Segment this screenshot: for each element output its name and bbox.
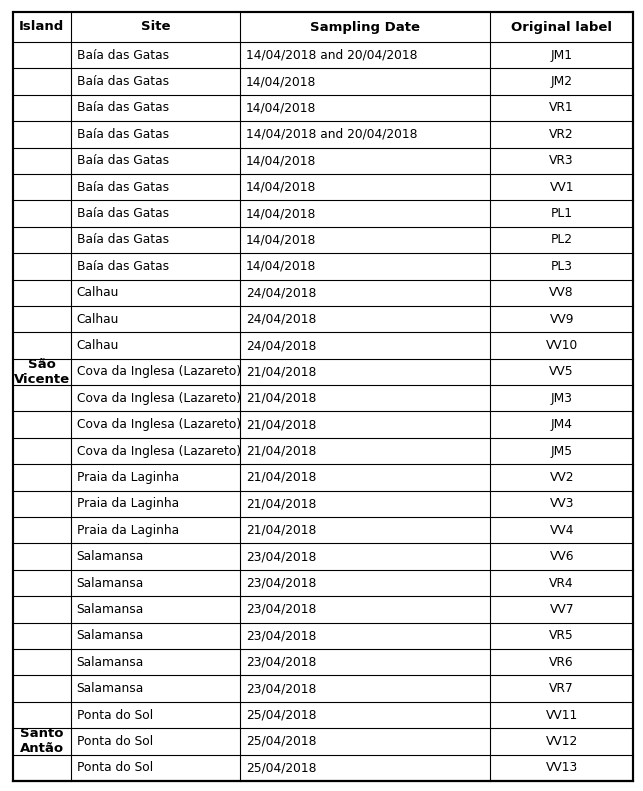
Text: 21/04/2018: 21/04/2018: [246, 365, 316, 378]
Text: Cova da Inglesa (Lazareto): Cova da Inglesa (Lazareto): [77, 392, 240, 405]
Text: VV7: VV7: [550, 603, 574, 616]
Text: 23/04/2018: 23/04/2018: [246, 577, 316, 589]
Text: 14/04/2018: 14/04/2018: [246, 101, 316, 115]
Text: Ponta do Sol: Ponta do Sol: [77, 735, 153, 748]
Text: VV3: VV3: [550, 498, 574, 510]
Text: Baía das Gatas: Baía das Gatas: [77, 180, 168, 194]
Text: Baía das Gatas: Baía das Gatas: [77, 154, 168, 167]
Text: VV10: VV10: [545, 339, 578, 352]
Text: VV11: VV11: [545, 709, 578, 721]
Text: 14/04/2018: 14/04/2018: [246, 154, 316, 167]
Text: 14/04/2018 and 20/04/2018: 14/04/2018 and 20/04/2018: [246, 49, 417, 62]
Text: 21/04/2018: 21/04/2018: [246, 471, 316, 484]
Text: VR7: VR7: [549, 682, 574, 695]
Text: VV13: VV13: [545, 761, 578, 774]
Text: JM4: JM4: [550, 418, 573, 431]
Text: Ponta do Sol: Ponta do Sol: [77, 761, 153, 774]
Text: PL3: PL3: [550, 259, 573, 273]
Text: 23/04/2018: 23/04/2018: [246, 682, 316, 695]
Text: Baía das Gatas: Baía das Gatas: [77, 233, 168, 247]
Text: 14/04/2018: 14/04/2018: [246, 75, 316, 88]
Text: 24/04/2018: 24/04/2018: [246, 286, 316, 299]
Text: PL2: PL2: [550, 233, 573, 247]
Text: JM5: JM5: [550, 445, 573, 457]
Text: Santo
Antão: Santo Antão: [20, 728, 64, 755]
Text: Calhau: Calhau: [77, 339, 119, 352]
Text: 21/04/2018: 21/04/2018: [246, 498, 316, 510]
Text: 14/04/2018: 14/04/2018: [246, 207, 316, 220]
Text: São
Vicente: São Vicente: [14, 358, 70, 386]
Text: Praia da Laginha: Praia da Laginha: [77, 524, 179, 537]
Text: Salamansa: Salamansa: [77, 577, 144, 589]
Text: 21/04/2018: 21/04/2018: [246, 445, 316, 457]
Text: 24/04/2018: 24/04/2018: [246, 312, 316, 326]
Text: Praia da Laginha: Praia da Laginha: [77, 498, 179, 510]
Text: Salamansa: Salamansa: [77, 682, 144, 695]
Text: 23/04/2018: 23/04/2018: [246, 630, 316, 642]
Text: 14/04/2018: 14/04/2018: [246, 233, 316, 247]
Text: Baía das Gatas: Baía das Gatas: [77, 259, 168, 273]
Text: VV1: VV1: [550, 180, 574, 194]
Text: Baía das Gatas: Baía das Gatas: [77, 49, 168, 62]
Text: 23/04/2018: 23/04/2018: [246, 656, 316, 668]
Text: VV12: VV12: [545, 735, 578, 748]
Text: VV9: VV9: [550, 312, 574, 326]
Text: 14/04/2018 and 20/04/2018: 14/04/2018 and 20/04/2018: [246, 128, 417, 141]
Text: JM3: JM3: [550, 392, 573, 405]
Text: Sampling Date: Sampling Date: [310, 21, 420, 33]
Text: Salamansa: Salamansa: [77, 630, 144, 642]
Text: 21/04/2018: 21/04/2018: [246, 392, 316, 405]
Text: Site: Site: [141, 21, 170, 33]
Text: VV6: VV6: [550, 551, 574, 563]
Text: Salamansa: Salamansa: [77, 603, 144, 616]
Text: JM1: JM1: [550, 49, 573, 62]
Text: Baía das Gatas: Baía das Gatas: [77, 207, 168, 220]
Text: VR3: VR3: [549, 154, 574, 167]
Text: VV5: VV5: [549, 365, 574, 378]
Text: 14/04/2018: 14/04/2018: [246, 180, 316, 194]
Text: Baía das Gatas: Baía das Gatas: [77, 75, 168, 88]
Text: 25/04/2018: 25/04/2018: [246, 709, 316, 721]
Text: 21/04/2018: 21/04/2018: [246, 418, 316, 431]
Text: VV8: VV8: [549, 286, 574, 299]
Text: VR4: VR4: [549, 577, 574, 589]
Text: VR2: VR2: [549, 128, 574, 141]
Text: 24/04/2018: 24/04/2018: [246, 339, 316, 352]
Text: Baía das Gatas: Baía das Gatas: [77, 128, 168, 141]
Text: Baía das Gatas: Baía das Gatas: [77, 101, 168, 115]
Text: Cova da Inglesa (Lazareto): Cova da Inglesa (Lazareto): [77, 445, 240, 457]
Text: Salamansa: Salamansa: [77, 551, 144, 563]
Text: Salamansa: Salamansa: [77, 656, 144, 668]
Text: VR5: VR5: [549, 630, 574, 642]
Text: 21/04/2018: 21/04/2018: [246, 524, 316, 537]
Text: Original label: Original label: [511, 21, 612, 33]
Text: VV4: VV4: [550, 524, 574, 537]
Text: VR1: VR1: [549, 101, 574, 115]
Text: VR6: VR6: [549, 656, 574, 668]
Text: Ponta do Sol: Ponta do Sol: [77, 709, 153, 721]
Text: PL1: PL1: [550, 207, 573, 220]
Text: 23/04/2018: 23/04/2018: [246, 603, 316, 616]
Text: 14/04/2018: 14/04/2018: [246, 259, 316, 273]
Text: JM2: JM2: [550, 75, 573, 88]
Text: 25/04/2018: 25/04/2018: [246, 735, 316, 748]
Text: Island: Island: [19, 21, 64, 33]
Text: Cova da Inglesa (Lazareto): Cova da Inglesa (Lazareto): [77, 365, 240, 378]
Text: 23/04/2018: 23/04/2018: [246, 551, 316, 563]
Text: 25/04/2018: 25/04/2018: [246, 761, 316, 774]
Text: VV2: VV2: [550, 471, 574, 484]
Text: Calhau: Calhau: [77, 286, 119, 299]
Text: Calhau: Calhau: [77, 312, 119, 326]
Text: Praia da Laginha: Praia da Laginha: [77, 471, 179, 484]
Text: Cova da Inglesa (Lazareto): Cova da Inglesa (Lazareto): [77, 418, 240, 431]
